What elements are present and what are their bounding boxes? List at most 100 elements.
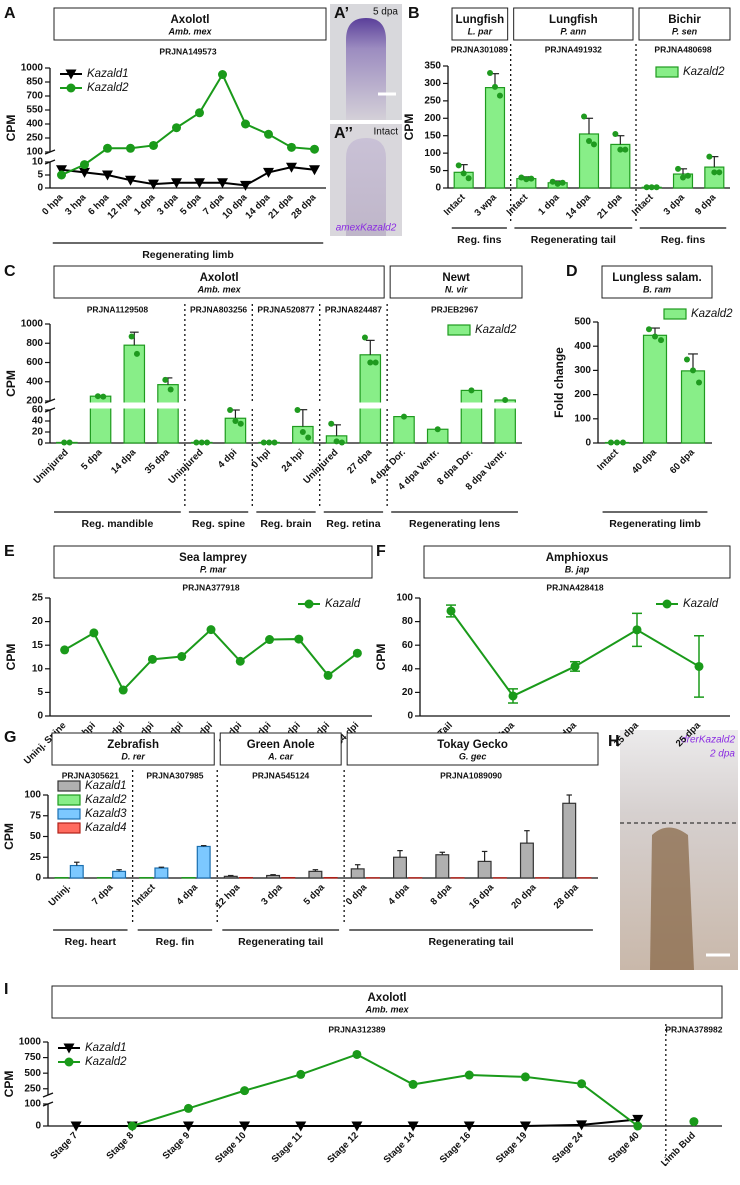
replicate-point [465, 175, 472, 182]
legend-label: Kazald2 [87, 82, 129, 94]
x-tick-label: Intact [132, 882, 158, 908]
bar [308, 870, 323, 879]
data-point [127, 1121, 137, 1131]
x-tick-label: 7 dpa [90, 882, 116, 908]
replicate-point [333, 438, 340, 445]
data-point [149, 140, 158, 150]
data-point [56, 165, 67, 176]
header-subtitle: P. sen [672, 26, 698, 36]
y-tick-label: 60 [32, 405, 44, 416]
legend-marker [63, 1043, 75, 1054]
legend-label: Kazald2 [85, 794, 127, 806]
data-point [235, 656, 245, 666]
specimen [346, 138, 386, 236]
header-subtitle: B. ram [643, 284, 671, 294]
x-tick-label: 4 dpa [386, 882, 412, 908]
y-tick-label: 200 [424, 113, 441, 124]
data-point [147, 654, 157, 664]
data-point [446, 606, 456, 616]
y-tick-label: 0 [37, 183, 43, 194]
data-point [79, 167, 90, 178]
y-tick-label: 800 [26, 338, 43, 349]
bar [435, 854, 450, 879]
replicate-point [271, 439, 278, 446]
replicate-point [401, 413, 407, 420]
replicate-point [227, 407, 234, 413]
y-tick-label: 0 [37, 711, 43, 722]
header-title: Amphioxus [546, 552, 609, 564]
y-tick-label: 1000 [19, 1037, 42, 1048]
bar [484, 87, 506, 189]
x-tick-label: 8 dpa [428, 882, 454, 908]
x-tick-label: 24 hpi [280, 447, 307, 474]
x-tick-label: Stage 14 [382, 1130, 418, 1166]
replicate-point [559, 179, 566, 186]
panel-letter: A [4, 5, 16, 22]
replicate-point [590, 141, 597, 148]
x-tick-label: Intact [505, 192, 531, 218]
image-label: 2 dpa [709, 749, 735, 760]
project-id: PRJNA491932 [545, 44, 602, 54]
replicate-point [528, 175, 535, 182]
header-title: Sea lamprey [179, 552, 247, 564]
replicate-point [61, 439, 68, 446]
legend-label: Kazald4 [85, 822, 127, 834]
image-panel: A’’ Intact amexKazald2 [330, 124, 402, 236]
data-point [241, 119, 250, 129]
x-tick-label: 5 dpa [178, 192, 204, 218]
bar [359, 354, 382, 444]
group-label: Reg. brain [260, 518, 311, 530]
x-tick-label: 12 hpa [105, 192, 135, 222]
data-point [694, 661, 704, 671]
bar [196, 845, 211, 879]
data-point [463, 1121, 475, 1132]
data-point [310, 144, 319, 154]
axis-break-mark [42, 1092, 54, 1098]
y-tick-label: 50 [30, 831, 42, 842]
replicate-point [614, 439, 620, 446]
data-point [352, 1049, 362, 1059]
data-point [239, 1121, 251, 1132]
y-tick-label: 10 [32, 663, 44, 674]
replicate-point [680, 174, 686, 181]
image-label: 5 dpa [373, 7, 398, 18]
project-id: PRJNA480698 [654, 44, 711, 54]
data-point [265, 635, 275, 645]
y-tick-label: 250 [24, 1083, 41, 1094]
data-point [125, 175, 136, 186]
x-tick-label: 27 dpa [345, 447, 375, 477]
y-tick-label: 100 [424, 148, 441, 159]
header-subtitle: A. car [267, 751, 294, 761]
y-tick-label: 750 [24, 1052, 41, 1063]
y-tick-label: 100 [574, 413, 591, 424]
data-point [407, 1121, 419, 1132]
x-tick-label: 3 dpa [155, 192, 181, 218]
header-subtitle: G. gec [459, 751, 487, 761]
replicate-point [696, 379, 703, 386]
header-title: Axolotl [200, 272, 239, 284]
header-box [53, 545, 373, 579]
y-tick-label: 1000 [21, 63, 44, 74]
data-point [287, 142, 296, 152]
header-title: Newt [442, 272, 470, 284]
replicate-point [492, 83, 498, 90]
replicate-point [260, 439, 267, 446]
x-tick-label: 1 dpa [132, 192, 158, 218]
replicate-point [554, 180, 561, 187]
replicate-point [523, 176, 530, 183]
bar [112, 870, 127, 879]
y-tick-label: 150 [424, 130, 441, 141]
y-tick-label: 40 [32, 416, 44, 427]
data-point [240, 1086, 250, 1096]
panel-letter: D [566, 263, 578, 280]
y-tick-label: 550 [26, 105, 43, 116]
replicate-point [716, 169, 723, 176]
legend-swatch [57, 808, 81, 820]
group-label: Regenerating limb [142, 249, 234, 261]
replicate-point [328, 420, 335, 427]
x-tick-label: 14 dpa [564, 192, 594, 222]
data-point [194, 178, 205, 189]
bar [157, 384, 179, 444]
project-id: PRJNA428418 [546, 582, 603, 592]
y-tick-label: 50 [430, 165, 442, 176]
